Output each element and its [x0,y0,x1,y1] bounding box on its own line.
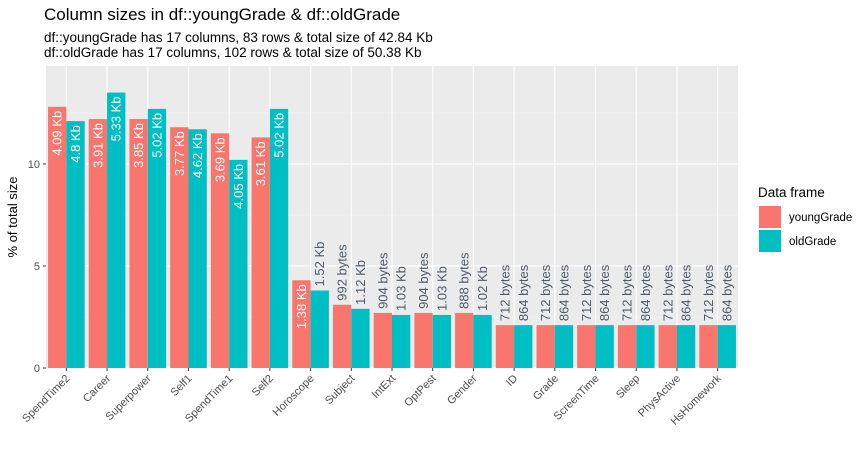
bar-label-oldgrade-intext: 1.03 Kb [394,266,409,311]
bar-oldgrade-self2 [269,108,289,368]
x-tick-label: Subject [323,373,357,407]
x-tick-label: SpendTime2 [20,373,72,425]
bar-label-younggrade-subject: 992 bytes [335,244,350,301]
bar-younggrade-optpest [414,312,433,368]
bar-oldgrade-sleep [636,325,655,368]
bar-label-younggrade-physactive: 712 bytes [660,264,675,321]
bar-label-younggrade-self2: 3.61 Kb [253,141,268,186]
y-tick-label: 0 [34,363,40,375]
bar-younggrade-spendtime2 [48,106,67,368]
bar-label-younggrade-spendtime1: 3.69 Kb [213,137,228,182]
bar-label-oldgrade-horoscope: 1.52 Kb [312,242,327,287]
bar-label-oldgrade-grade: 864 bytes [556,264,571,321]
bar-oldgrade-screentime [595,325,614,368]
bar-oldgrade-id [514,325,533,368]
legend-label-oldgrade: oldGrade [789,236,836,248]
bar-labels: 4.09 Kb 4.8 Kb 3.91 Kb5.33 Kb3.85 Kb 5.02 K… [50,97,735,330]
bar-younggrade-subject [332,304,352,368]
y-tick-label: 5 [34,261,40,273]
bar-label-oldgrade-career: 5.33 Kb [109,97,124,142]
bar-label-younggrade-self1: 3.77 Kb [172,131,187,176]
bar-label-younggrade-career: 3.91 Kb [90,123,105,168]
bar-oldgrade-career [107,92,126,368]
bar-oldgrade-intext [392,314,411,368]
bar-younggrade-hshomework [699,325,718,368]
bar-label-oldgrade-spendtime1: 4.05 Kb [231,164,246,209]
y-axis-title: % of total size [5,177,20,258]
bar-younggrade-grade [536,325,555,368]
bar-label-oldgrade-hshomework: 864 bytes [719,264,734,321]
bar-younggrade-horoscope [292,280,311,368]
chart-title: Column sizes in df::youngGrade & df::old… [44,5,400,24]
legend-title: Data frame [758,185,825,200]
bars [48,92,736,369]
chart-subtitle-line-1: df::youngGrade has 17 columns, 83 rows &… [44,30,433,45]
bar-label-younggrade-hshomework: 712 bytes [701,264,716,321]
bar-label-younggrade-intext: 904 bytes [375,252,390,309]
bar-label-oldgrade-physactive: 864 bytes [679,264,694,321]
x-tick-label: ID [504,373,520,389]
bar-label-younggrade-gender: 888 bytes [457,252,472,309]
bar-oldgrade-spendtime2 [66,121,85,368]
bar-label-oldgrade-subject: 1.12 Kb [353,260,368,305]
bar-label-younggrade-sleep: 712 bytes [620,264,635,321]
legend: Data frame youngGrade oldGrade [758,185,852,252]
bar-younggrade-screentime [577,325,596,368]
y-tick-label: 10 [28,159,40,171]
bar-label-oldgrade-optpest: 1.03 Kb [434,266,449,311]
bar-label-oldgrade-screentime: 864 bytes [597,264,612,321]
bar-younggrade-self2 [251,137,270,368]
x-tick-label: Self1 [168,373,194,399]
bar-younggrade-id [495,325,515,368]
bar-label-oldgrade-id: 864 bytes [516,264,531,321]
bar-label-younggrade-spendtime2: 4.09 Kb [50,111,65,156]
x-tick-label: Self2 [250,373,276,399]
chart-subtitle-line-2: df::oldGrade has 17 columns, 102 rows & … [44,45,421,60]
x-tick-label: Gender [445,372,480,407]
x-tick-label: Sleep [614,373,642,401]
bar-younggrade-sleep [617,325,637,368]
bar-label-younggrade-superpower: 3.85 Kb [131,123,146,168]
bar-label-younggrade-optpest: 904 bytes [416,252,431,309]
bar-label-oldgrade-sleep: 864 bytes [638,264,653,321]
bar-younggrade-gender [455,312,474,368]
bar-younggrade-superpower [129,119,148,369]
bar-younggrade-spendtime1 [210,133,230,368]
bar-oldgrade-optpest [432,314,452,368]
bar-younggrade-self1 [170,127,189,368]
bar-label-younggrade-horoscope: 1.38 Kb [294,284,309,329]
x-tick-label: Grade [531,373,561,403]
bar-oldgrade-grade [554,325,574,368]
bar-label-younggrade-screentime: 712 bytes [579,264,594,321]
bar-label-younggrade-grade: 712 bytes [538,264,553,321]
bar-label-oldgrade-spendtime2: 4.8 Kb [68,125,83,163]
bar-label-oldgrade-gender: 1.02 Kb [475,266,490,311]
y-axis: 0 5 10 [28,159,46,375]
bar-oldgrade-subject [351,308,370,368]
legend-key-younggrade [759,206,781,228]
bar-label-younggrade-id: 712 bytes [497,264,512,321]
bar-younggrade-physactive [658,325,677,368]
x-tick-label: IntExt [370,373,398,401]
bar-oldgrade-self1 [188,129,207,368]
bar-label-oldgrade-self1: 4.62 Kb [190,133,205,178]
x-tick-label: Horoscope [271,373,317,419]
bar-oldgrade-horoscope [310,290,329,368]
x-tick-label: Career [81,372,113,404]
bar-younggrade-intext [373,312,392,368]
legend-label-younggrade: youngGrade [789,212,852,224]
bar-oldgrade-superpower [147,108,167,368]
bar-oldgrade-physactive [676,325,696,368]
legend-key-oldgrade [759,230,781,252]
bar-oldgrade-hshomework [717,325,736,368]
bar-younggrade-career [88,119,108,369]
bar-oldgrade-gender [473,314,492,368]
bar-label-oldgrade-superpower: 5.02 Kb [149,113,164,158]
x-tick-label: OptPest [402,373,439,410]
bar-label-oldgrade-self2: 5.02 Kb [272,113,287,158]
bar-oldgrade-spendtime1 [229,159,248,368]
